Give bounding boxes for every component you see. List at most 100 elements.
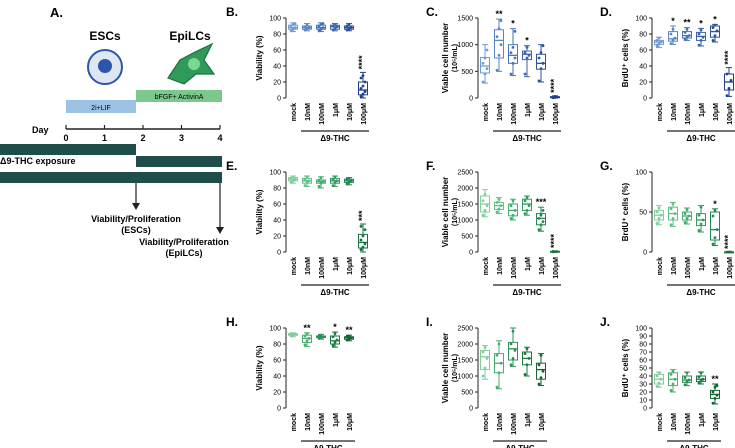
box-mock: [654, 205, 664, 226]
box-10nM: [494, 340, 504, 390]
data-point: [725, 94, 729, 97]
data-point: [497, 207, 501, 211]
data-point: [537, 228, 541, 232]
data-point: [303, 25, 307, 29]
y-tick-label: 60: [639, 48, 647, 55]
readout-line: (EpiLCs): [166, 248, 203, 258]
data-point: [305, 332, 309, 335]
data-point: [699, 222, 703, 226]
y-tick-label: 20: [639, 80, 647, 87]
x-tick-label: 1μM: [699, 103, 706, 117]
data-point: [511, 213, 515, 217]
data-point: [307, 179, 311, 183]
data-point: [305, 23, 309, 27]
significance-mark: *: [671, 16, 675, 26]
data-point: [715, 29, 719, 33]
y-axis-label: BrdU⁺ cells (%): [621, 182, 630, 241]
data-point: [685, 208, 689, 212]
data-point: [523, 72, 527, 76]
x-tick-label: mock: [291, 257, 298, 275]
data-point: [333, 341, 337, 344]
box-body: [480, 56, 490, 74]
y-axis-label: Viable cell number: [441, 23, 450, 94]
x-tick-label: 100μM: [361, 257, 368, 279]
panel-label: D.: [600, 5, 612, 19]
data-point: [657, 42, 661, 45]
data-point: [711, 242, 715, 246]
box-10nM: [668, 369, 678, 393]
box-1μM: *: [522, 36, 532, 78]
y-tick-label: 40: [639, 374, 647, 381]
y-tick-label: 500: [461, 69, 473, 76]
x-tick-label: mock: [657, 413, 664, 431]
data-point: [523, 51, 527, 55]
y-tick-label: 2500: [457, 170, 473, 177]
data-point: [363, 242, 367, 246]
box-100nM: *: [508, 19, 518, 77]
data-point: [317, 24, 321, 28]
chart-c: C. 0 500 1000 1500 Viable cell number (10⁵/mL)…: [426, 5, 561, 143]
data-point: [673, 36, 677, 40]
data-point: [669, 373, 673, 376]
significance-mark: *: [713, 199, 717, 209]
data-point: [541, 61, 545, 65]
data-point: [525, 196, 529, 200]
y-tick-label: 0: [277, 96, 281, 103]
x-axis-label: Δ9-THC: [686, 134, 716, 143]
data-point: [499, 204, 503, 208]
y-tick-label: 0: [469, 250, 473, 257]
data-point: [683, 221, 687, 224]
y-tick-label: 0: [643, 96, 647, 103]
box-1μM: *: [330, 322, 340, 348]
data-point: [361, 92, 365, 96]
box-100nM: [508, 198, 518, 221]
box-10μM: *: [710, 199, 720, 247]
x-tick-label: 10nM: [671, 257, 678, 275]
significance-mark: ***: [357, 210, 367, 221]
data-point: [713, 236, 717, 240]
box-100nM: **: [682, 18, 692, 41]
y-tick-label: 50: [639, 366, 647, 373]
data-point: [715, 384, 719, 387]
data-point: [725, 72, 729, 76]
x-axis-label: Δ9-THC: [505, 444, 535, 448]
data-point: [527, 204, 531, 208]
data-point: [303, 334, 307, 338]
data-point: [659, 377, 663, 381]
box-1μM: [696, 371, 706, 385]
data-point: [499, 43, 503, 47]
x-tick-label: 10μM: [713, 257, 720, 275]
data-point: [347, 23, 351, 26]
x-tick-label: mock: [291, 103, 298, 121]
data-point: [655, 39, 659, 42]
y-tick-label: 100: [269, 326, 281, 333]
data-point: [537, 217, 541, 220]
y-tick-label: 50: [639, 210, 647, 217]
box-10μM: **: [710, 374, 720, 405]
box-10nM: [302, 175, 312, 188]
significance-mark: *: [713, 14, 717, 24]
data-point: [359, 225, 363, 228]
x-tick-label: 10μM: [713, 103, 720, 121]
panel-label: C.: [426, 5, 438, 19]
data-point: [359, 87, 363, 90]
data-point: [699, 205, 703, 209]
y-tick-label: 1500: [457, 358, 473, 365]
significance-mark: **: [711, 374, 719, 384]
x-tick-label: mock: [483, 257, 490, 275]
panel-label: B.: [226, 5, 238, 19]
data-point: [481, 213, 485, 217]
data-point: [485, 67, 489, 71]
x-tick-label: 100μM: [727, 103, 734, 125]
esc-cell-icon: [87, 49, 123, 85]
media-label-esc: 2i+LIF: [91, 105, 111, 112]
data-point: [699, 28, 703, 32]
box-10nM: [302, 23, 312, 32]
box-1μM: [330, 23, 340, 32]
y-tick-label: 40: [273, 374, 281, 381]
box-100μM: ***: [357, 210, 368, 253]
x-tick-label: 100nM: [685, 257, 692, 279]
y-tick-label: 0: [277, 406, 281, 413]
data-point: [525, 45, 529, 49]
y-tick-label: 60: [639, 358, 647, 365]
